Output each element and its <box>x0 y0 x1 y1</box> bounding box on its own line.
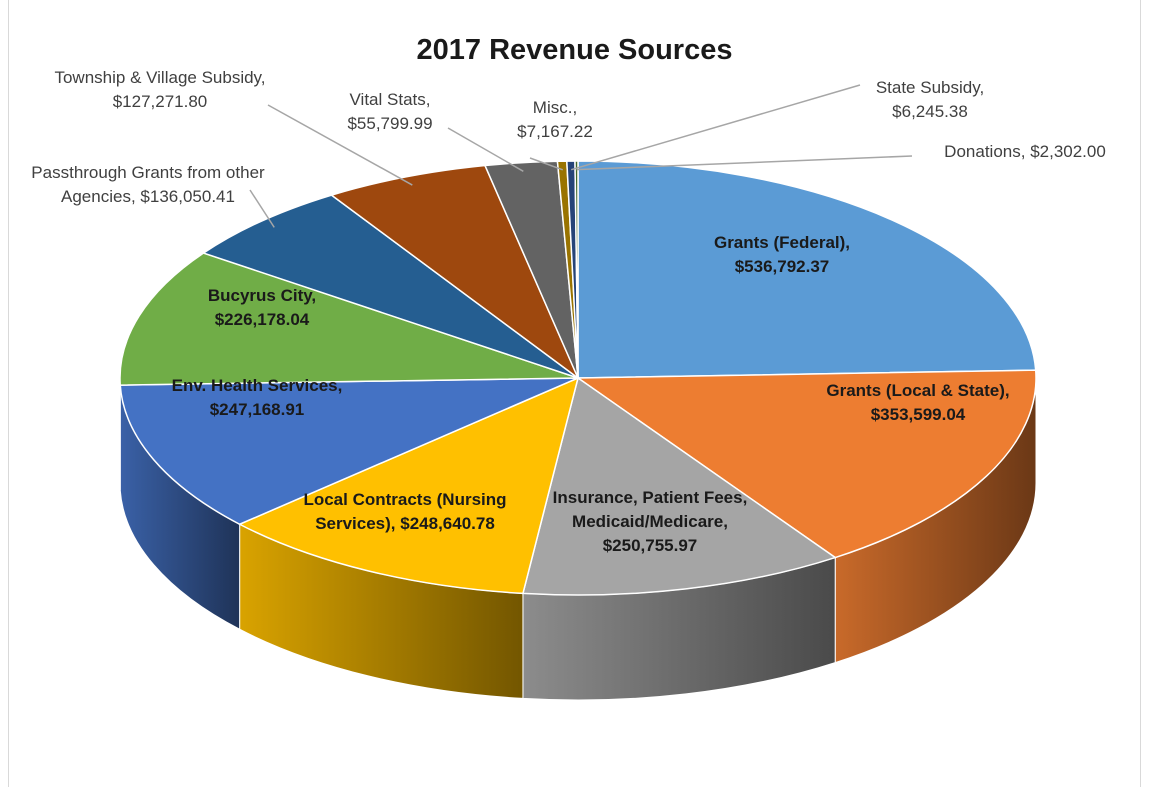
value-label: $7,167.22 <box>517 122 593 141</box>
slice <box>119 252 579 386</box>
leader-line <box>576 155 913 171</box>
category-label: Grants (Local & State), <box>826 381 1010 400</box>
slice-label: Insurance, Patient Fees, Medicaid/Medica… <box>530 486 770 558</box>
slice-label: Township & Village Subsidy, $127,271.80 <box>40 66 280 114</box>
value-label: $136,050.41 <box>140 187 235 206</box>
value-label: $226,178.04 <box>214 310 310 329</box>
slice-label: Donations, $2,302.00 <box>895 140 1149 164</box>
value-label: $247,168.91 <box>209 400 305 419</box>
value-label: $2,302.00 <box>1030 142 1106 161</box>
slice <box>574 160 579 379</box>
value-label: $55,799.99 <box>347 114 433 133</box>
category-label: Insurance, Patient Fees, Medicaid/Medica… <box>552 488 748 531</box>
value-label: $353,599.04 <box>870 405 966 424</box>
slice-label: Passthrough Grants from other Agencies, … <box>28 161 268 209</box>
leader-line <box>267 104 413 186</box>
slice-label: Local Contracts (Nursing Services), $248… <box>295 488 515 536</box>
value-label: $127,271.80 <box>112 92 208 111</box>
slice <box>237 376 580 595</box>
category-label: Grants (Federal), <box>713 233 851 252</box>
slice <box>201 194 579 379</box>
slice-label: Bucyrus City, $226,178.04 <box>187 284 337 332</box>
slice-label: Grants (Local & State), $353,599.04 <box>798 379 1038 427</box>
value-label: $248,640.78 <box>400 514 495 533</box>
chart-title: 2017 Revenue Sources <box>416 34 733 66</box>
value-label: $536,792.37 <box>734 257 830 276</box>
slice-label: Misc., $7,167.22 <box>510 96 600 144</box>
leader-line <box>529 157 564 171</box>
chart-frame <box>8 0 1141 787</box>
category-label: Local Contracts (Nursing Services), <box>303 490 507 533</box>
slice-label: Vital Stats, $55,799.99 <box>320 88 460 136</box>
category-label: Misc., <box>532 98 578 117</box>
slice-label: State Subsidy, $6,245.38 <box>850 76 1010 124</box>
slice <box>575 369 1037 559</box>
slice-label: Grants (Federal), $536,792.37 <box>692 231 872 279</box>
slice <box>521 376 837 596</box>
category-label: Donations, <box>944 142 1026 161</box>
category-label: Bucyrus City, <box>207 286 317 305</box>
leader-line <box>447 127 524 172</box>
value-label: $6,245.38 <box>892 102 968 121</box>
category-label: State Subsidy, <box>875 78 985 97</box>
category-label: Vital Stats, <box>349 90 431 109</box>
slice <box>329 164 580 381</box>
category-label: Env. Health Services, <box>171 376 343 395</box>
category-label: Passthrough Grants from other Agencies, <box>31 163 265 206</box>
slice <box>119 377 579 526</box>
slice-label: Env. Health Services, $247,168.91 <box>137 374 377 422</box>
category-label: Township & Village Subsidy, <box>54 68 266 87</box>
value-label: $250,755.97 <box>602 536 698 555</box>
leader-line <box>570 84 861 171</box>
leader-line <box>249 189 275 228</box>
